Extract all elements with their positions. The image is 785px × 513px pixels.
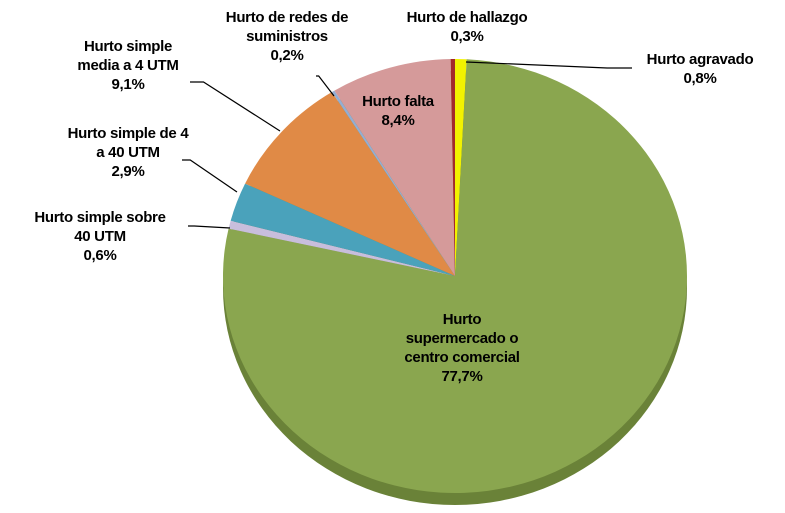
value-label: 77,7% bbox=[441, 368, 483, 385]
category-name: Hurto falta bbox=[362, 93, 434, 110]
slice-label: Hurto supermercado o centro comercial 77,… bbox=[395, 310, 530, 386]
value-label: 8,4% bbox=[381, 112, 415, 129]
pie-slice bbox=[334, 59, 455, 277]
category-name: Hurto supermercado o centro comercial bbox=[404, 311, 520, 366]
pie-slice bbox=[245, 92, 455, 276]
leader-line bbox=[316, 75, 335, 97]
value-label: 0,8% bbox=[683, 70, 717, 87]
slice-label: Hurto simple sobre 40 UTM 0,6% bbox=[25, 208, 175, 265]
slice-label: Hurto falta 8,4% bbox=[348, 92, 448, 130]
leader-line bbox=[188, 225, 231, 229]
slice-label: Hurto de hallazgo 0,3% bbox=[367, 8, 567, 46]
pie-slice bbox=[222, 59, 687, 494]
slice-label: Hurto agravado 0,8% bbox=[630, 50, 770, 88]
category-name: Hurto simple de 4 a 40 UTM bbox=[67, 125, 189, 161]
leader-line bbox=[190, 81, 281, 132]
pie-slice bbox=[230, 183, 455, 276]
pie-slice bbox=[450, 59, 455, 276]
pie-slice bbox=[455, 59, 467, 276]
slice-label: Hurto simple de 4 a 40 UTM 2,9% bbox=[67, 124, 189, 181]
slice-label: Hurto de redes de suministros 0,2% bbox=[202, 8, 372, 65]
slice-label: Hurto simple media a 4 UTM 9,1% bbox=[66, 37, 191, 94]
category-name: Hurto simple sobre 40 UTM bbox=[34, 209, 166, 245]
category-name: Hurto de redes de suministros bbox=[225, 9, 349, 45]
leader-line bbox=[182, 159, 238, 193]
pie-slice bbox=[228, 220, 455, 276]
leader-line bbox=[465, 61, 632, 69]
category-name: Hurto agravado bbox=[646, 51, 754, 68]
category-name: Hurto simple media a 4 UTM bbox=[77, 38, 179, 74]
pie-slice bbox=[331, 90, 455, 276]
category-name: Hurto de hallazgo bbox=[406, 9, 528, 26]
value-label: 0,6% bbox=[83, 247, 117, 264]
value-label: 2,9% bbox=[111, 163, 145, 180]
value-label: 9,1% bbox=[111, 76, 145, 93]
value-label: 0,3% bbox=[450, 28, 484, 45]
value-label: 0,2% bbox=[270, 47, 304, 64]
